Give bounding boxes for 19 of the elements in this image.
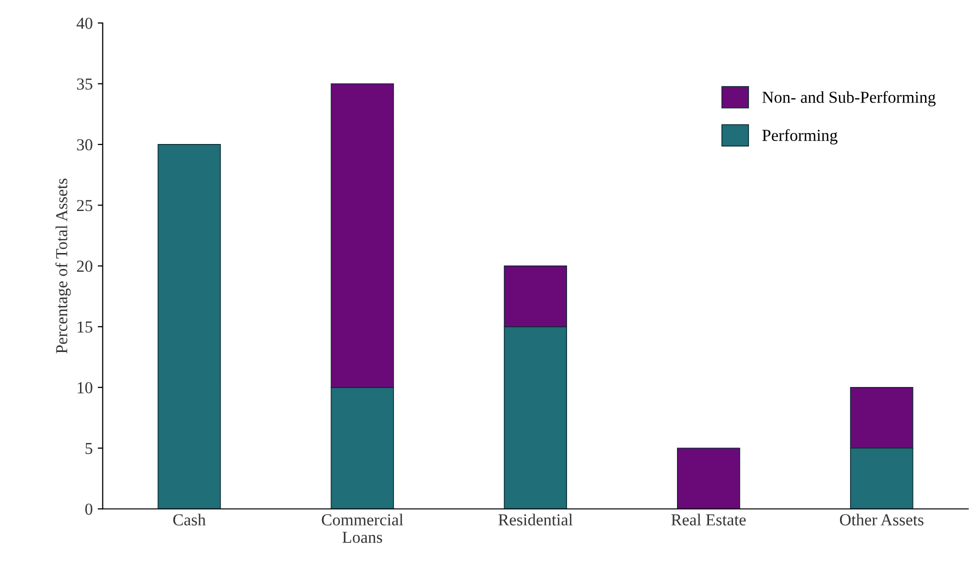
y-tick-label: 40 bbox=[76, 18, 92, 29]
x-tick-label: Other Assets bbox=[840, 514, 924, 526]
x-tick-label: Cash bbox=[173, 514, 206, 526]
legend-label: Non- and Sub-Performing bbox=[762, 91, 936, 106]
x-tick-label: Residential bbox=[498, 514, 573, 526]
y-tick-label: 35 bbox=[77, 78, 92, 90]
y-tick-label: 30 bbox=[77, 139, 92, 150]
y-tick-label: 5 bbox=[86, 443, 92, 454]
bar bbox=[676, 448, 740, 509]
bar bbox=[158, 144, 221, 509]
y-axis-title: Percentage of Total Assets bbox=[55, 178, 71, 354]
y-tick-label: 10 bbox=[78, 382, 92, 394]
y-tick-label: 25 bbox=[77, 200, 92, 212]
legend-label: Performing bbox=[762, 129, 838, 144]
y-tick-label: 20 bbox=[77, 260, 92, 272]
x-tick-label: Real Estate bbox=[671, 514, 746, 526]
x-tick-label: Commercial Loans bbox=[322, 514, 404, 543]
y-tick-label: 0 bbox=[85, 504, 92, 515]
y-tick-label: 15 bbox=[78, 321, 92, 333]
